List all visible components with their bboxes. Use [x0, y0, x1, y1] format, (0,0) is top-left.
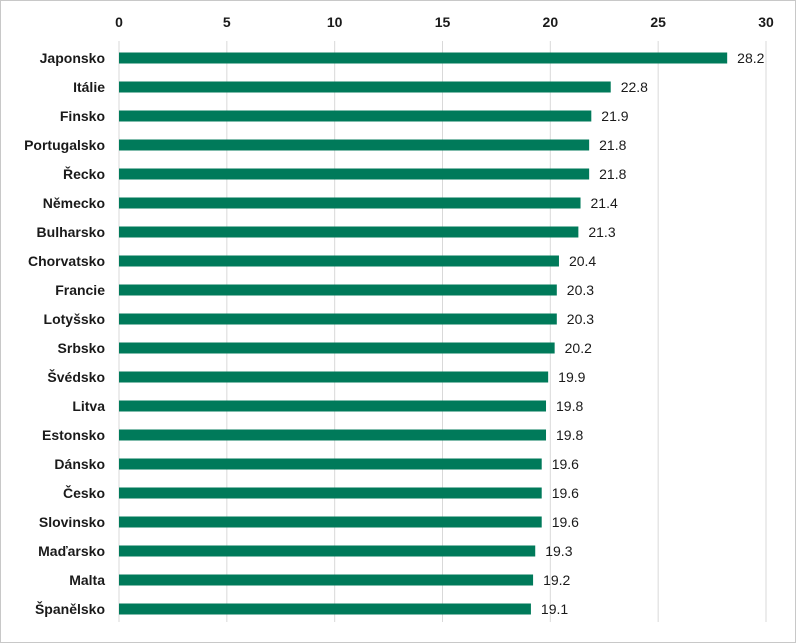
- category-label: Dánsko: [54, 456, 105, 472]
- category-label: Španělsko: [35, 600, 105, 617]
- bar: [119, 487, 542, 499]
- bar: [119, 371, 549, 383]
- category-label: Finsko: [60, 108, 105, 124]
- data-label: 19.8: [556, 427, 583, 443]
- category-label: Česko: [63, 484, 105, 501]
- data-label: 20.4: [569, 253, 596, 269]
- data-label: 19.9: [558, 369, 585, 385]
- bar: [119, 52, 728, 64]
- data-label: 19.3: [545, 543, 572, 559]
- category-label: Švédsko: [47, 368, 105, 385]
- category-label: Japonsko: [40, 50, 105, 66]
- data-label: 19.6: [552, 514, 579, 530]
- bar: [119, 545, 536, 557]
- category-label: Estonsko: [42, 427, 105, 443]
- bar: [119, 516, 542, 528]
- bar: [119, 284, 557, 296]
- data-label: 19.6: [552, 485, 579, 501]
- category-label: Řecko: [63, 165, 105, 182]
- data-label: 19.6: [552, 456, 579, 472]
- data-label: 22.8: [621, 79, 648, 95]
- bar: [119, 110, 592, 122]
- bar: [119, 139, 590, 151]
- category-label: Slovinsko: [39, 514, 105, 530]
- bar: [119, 574, 534, 586]
- data-label: 21.3: [588, 224, 615, 240]
- category-label: Bulharsko: [37, 224, 105, 240]
- bar: [119, 313, 557, 325]
- data-label: 19.2: [543, 572, 570, 588]
- data-label: 19.1: [541, 601, 568, 617]
- bar: [119, 603, 531, 615]
- x-tick-label: 15: [435, 14, 451, 30]
- category-label: Lotyšsko: [44, 311, 105, 327]
- data-label: 20.3: [567, 282, 594, 298]
- data-label: 21.8: [599, 166, 626, 182]
- category-label: Itálie: [73, 79, 105, 95]
- bar: [119, 226, 579, 238]
- x-tick-label: 25: [650, 14, 666, 30]
- x-tick-label: 20: [543, 14, 559, 30]
- data-label: 28.2: [737, 50, 764, 66]
- bar: [119, 81, 611, 93]
- category-label: Německo: [43, 195, 105, 211]
- bar: [119, 342, 555, 354]
- data-label: 21.8: [599, 137, 626, 153]
- bar: [119, 458, 542, 470]
- bar: [119, 255, 559, 267]
- data-label: 20.3: [567, 311, 594, 327]
- category-label: Maďarsko: [38, 543, 105, 559]
- category-label: Chorvatsko: [28, 253, 105, 269]
- x-tick-label: 30: [758, 14, 774, 30]
- data-label: 20.2: [565, 340, 592, 356]
- bar: [119, 400, 547, 412]
- bar: [119, 168, 590, 180]
- category-label: Litva: [72, 398, 105, 414]
- category-label: Srbsko: [58, 340, 105, 356]
- category-label: Malta: [69, 572, 105, 588]
- data-label: 21.4: [591, 195, 618, 211]
- data-label: 21.9: [601, 108, 628, 124]
- category-label: Francie: [55, 282, 105, 298]
- bar: [119, 197, 581, 209]
- category-label: Portugalsko: [24, 137, 105, 153]
- x-tick-label: 0: [115, 14, 123, 30]
- data-label: 19.8: [556, 398, 583, 414]
- x-tick-label: 10: [327, 14, 343, 30]
- x-tick-label: 5: [223, 14, 231, 30]
- bar: [119, 429, 547, 441]
